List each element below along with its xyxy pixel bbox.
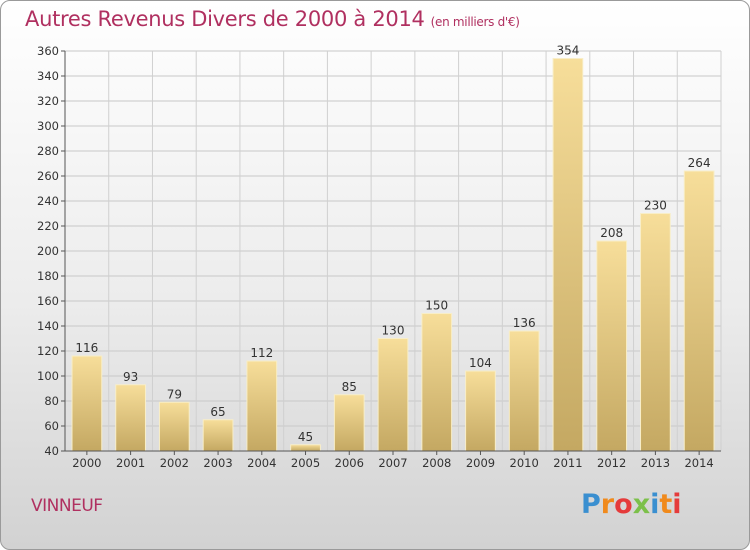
data-label: 65 (210, 405, 225, 419)
bar-2001 (115, 384, 146, 452)
data-label: 208 (600, 226, 623, 240)
proxiti-logo: Proxiti (581, 489, 682, 520)
x-tick-label: 2001 (116, 456, 145, 470)
bar-2002 (158, 401, 190, 452)
bar-2005 (290, 444, 321, 452)
y-tick-label: 160 (37, 294, 59, 308)
logo-letter: i (650, 489, 660, 520)
logo-letter: P (581, 489, 601, 520)
y-tick-label: 220 (37, 219, 59, 233)
y-tick-label: 100 (37, 369, 59, 383)
axes (61, 50, 721, 455)
data-label: 112 (250, 346, 273, 360)
bar-2000 (71, 355, 103, 452)
y-tick-label: 320 (37, 94, 59, 108)
chart-subtitle: (en milliers d'€) (430, 15, 520, 29)
y-tick-label: 200 (37, 244, 59, 258)
data-label: 45 (298, 430, 313, 444)
bar-2006 (333, 394, 365, 452)
x-tick-label: 2000 (72, 456, 101, 470)
x-tick-label: 2010 (510, 456, 539, 470)
x-tick-label: 2002 (160, 456, 189, 470)
x-tick-label: 2007 (378, 456, 407, 470)
y-tick-label: 260 (37, 169, 59, 183)
bar-2013 (640, 213, 671, 452)
x-tick-label: 2003 (203, 456, 232, 470)
y-tick-label: 140 (37, 319, 59, 333)
bar-2004 (246, 360, 278, 452)
labels: 40 60 80 100 120 140 160 180 200 220 240 260 280 300 3… (37, 44, 714, 471)
data-label: 104 (469, 356, 492, 370)
x-tick-label: 2013 (641, 456, 670, 470)
logo-letter: o (614, 489, 633, 520)
data-label: 354 (556, 44, 579, 58)
x-tick-label: 2014 (684, 456, 713, 470)
bar-2003 (202, 419, 234, 452)
y-tick-label: 80 (44, 394, 59, 408)
data-label: 150 (425, 299, 448, 313)
logo-letter: r (600, 489, 615, 520)
x-tick-label: 2005 (291, 456, 320, 470)
bar-2010 (508, 330, 540, 452)
chart-title: Autres Revenus Divers de 2000 à 2014 (en … (25, 7, 520, 31)
x-tick-label: 2004 (247, 456, 276, 470)
data-label: 230 (644, 199, 667, 213)
x-tick-label: 2012 (597, 456, 626, 470)
data-label: 85 (342, 380, 357, 394)
data-label: 93 (123, 370, 138, 384)
y-tick-label: 280 (37, 144, 59, 158)
data-label: 130 (382, 324, 405, 338)
y-tick-label: 240 (37, 194, 59, 208)
y-tick-label: 360 (37, 44, 59, 58)
bar-2011 (552, 58, 584, 452)
data-label: 116 (75, 341, 98, 355)
y-tick-label: 340 (37, 69, 59, 83)
y-tick-label: 40 (44, 444, 59, 458)
place-name: VINNEUF (31, 496, 103, 516)
data-label: 136 (513, 316, 536, 330)
y-tick-label: 120 (37, 344, 59, 358)
y-tick-label: 300 (37, 119, 59, 133)
data-label: 79 (167, 387, 182, 401)
x-tick-label: 2011 (553, 456, 582, 470)
bar-2012 (596, 240, 628, 452)
y-tick-label: 60 (44, 419, 59, 433)
bar-2009 (465, 370, 496, 452)
logo-letter: x (632, 489, 651, 520)
data-label: 264 (688, 156, 711, 170)
x-tick-label: 2006 (335, 456, 364, 470)
y-tick-label: 180 (37, 269, 59, 283)
logo-letter: t (659, 489, 673, 520)
bar-2007 (377, 338, 409, 452)
bar-2008 (421, 313, 453, 452)
x-tick-label: 2008 (422, 456, 451, 470)
bar-2014 (683, 170, 715, 452)
x-tick-label: 2009 (466, 456, 495, 470)
logo-letter: i (672, 489, 682, 520)
bars (71, 58, 715, 452)
chart-title-text: Autres Revenus Divers de 2000 à 2014 (25, 7, 425, 31)
